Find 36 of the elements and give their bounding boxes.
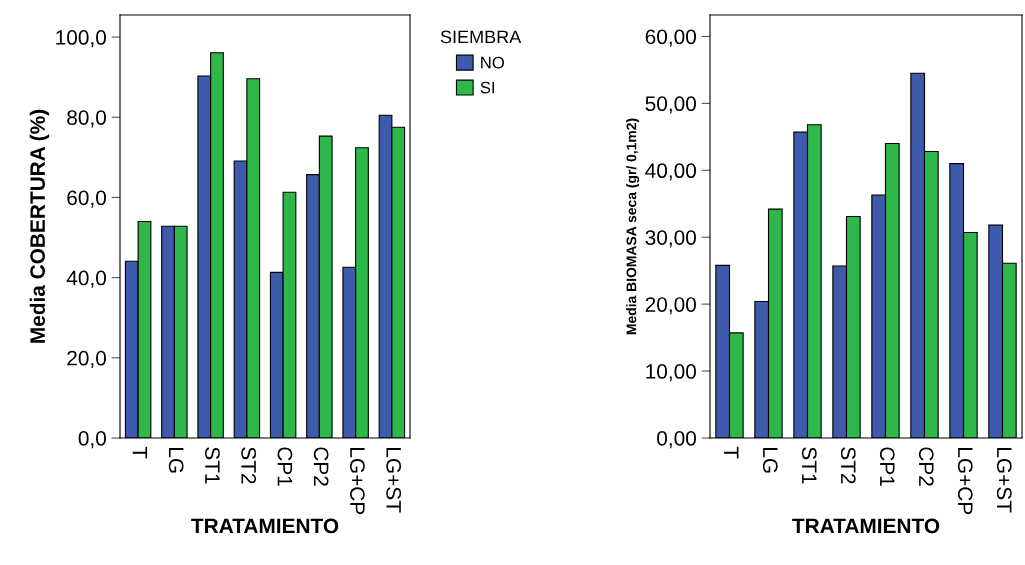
x-tick-label: ST2 — [241, 447, 257, 484]
x-tick-label: CP1 — [879, 447, 895, 486]
y-tick-label: 20,00 — [645, 297, 696, 315]
y-tick-label: 50,00 — [645, 96, 696, 114]
y-tick-label: 0,00 — [657, 431, 696, 449]
x-tick-label: LG — [762, 448, 778, 473]
x-tick-label: CP2 — [918, 447, 934, 486]
y-tick-label: 100,0 — [56, 30, 106, 48]
x-tick-label: CP1 — [277, 447, 293, 486]
y-axis-title: Media COBERTURA (%) — [29, 109, 50, 343]
x-tick-label: ST2 — [840, 447, 856, 484]
x-axis-title: TRATAMIENTO — [792, 518, 940, 534]
x-tick-label: LG+CP — [957, 448, 973, 515]
y-tick-label: 80,0 — [67, 110, 106, 128]
y-tick-label: 30,00 — [645, 230, 696, 248]
x-axis-title: TRATAMIENTO — [191, 518, 339, 534]
y-tick-label: 60,0 — [67, 190, 106, 208]
x-tick-label: ST1 — [801, 447, 817, 484]
x-tick-label: LG+ST — [386, 448, 402, 513]
y-tick-label: 0,0 — [78, 431, 106, 449]
x-tick-label: CP2 — [313, 447, 329, 486]
y-tick-label: 10,00 — [646, 364, 696, 382]
x-tick-label: LG+ST — [996, 448, 1012, 513]
x-tick-label: ST1 — [205, 447, 220, 484]
y-tick-label: 60,00 — [645, 29, 696, 47]
x-tick-label: LG+CP — [350, 448, 365, 515]
y-tick-label: 20,0 — [67, 350, 106, 369]
legend-label: SI — [480, 81, 495, 94]
y-tick-label: 40,0 — [66, 270, 106, 288]
legend-title: SIEMBRA — [440, 30, 522, 44]
y-axis-title: Media BIOMASA seca (gr/ 0,1m2) — [626, 118, 640, 335]
x-tick-label: LG — [168, 448, 184, 473]
x-tick-label: T — [132, 446, 148, 459]
legend-label: NO — [481, 56, 504, 69]
y-tick-label: 40,00 — [645, 163, 696, 181]
x-tick-label: T — [724, 446, 739, 459]
